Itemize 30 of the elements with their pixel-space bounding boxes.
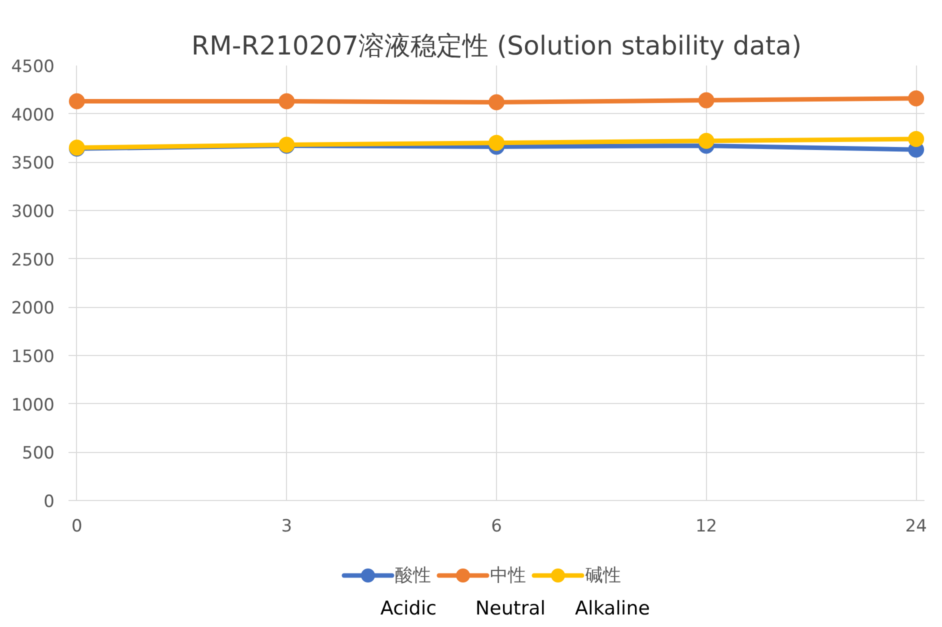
y-tick-label: 3000 [11, 202, 54, 222]
point [908, 90, 924, 106]
text: Neutral [475, 598, 546, 620]
point [698, 92, 714, 108]
point [908, 130, 924, 147]
y-tick-label: 2000 [11, 298, 54, 319]
point [278, 93, 295, 110]
y-tick-label: 1500 [11, 347, 54, 367]
y-tick-label: 2500 [11, 250, 54, 270]
y-tick-label: 500 [22, 444, 55, 464]
legend-label: 碱性 [585, 565, 621, 586]
legend-label: 酸性 [395, 565, 431, 586]
x-tick-label: 12 [695, 516, 718, 536]
y-tick-label: 1000 [11, 395, 54, 416]
y-tick-label: 4000 [11, 105, 54, 126]
y-tick-label: 3500 [11, 154, 54, 174]
point [488, 134, 504, 151]
point [68, 93, 85, 110]
legend-label: 中性 [490, 565, 526, 586]
x-tick-label: 6 [491, 516, 502, 536]
y-tick-label: 0 [44, 492, 55, 512]
y-tick-label: 4500 [11, 57, 54, 77]
point [698, 132, 714, 149]
chart-title: RM-R210207溶液稳定性 (Solution stability data) [191, 32, 802, 62]
point [488, 94, 504, 110]
text: Acidic [380, 598, 437, 620]
x-tick-label: 0 [71, 516, 82, 536]
text: Alkaline [575, 598, 650, 620]
x-tick-label: 24 [905, 516, 927, 536]
x-tick-label: 3 [281, 516, 292, 536]
